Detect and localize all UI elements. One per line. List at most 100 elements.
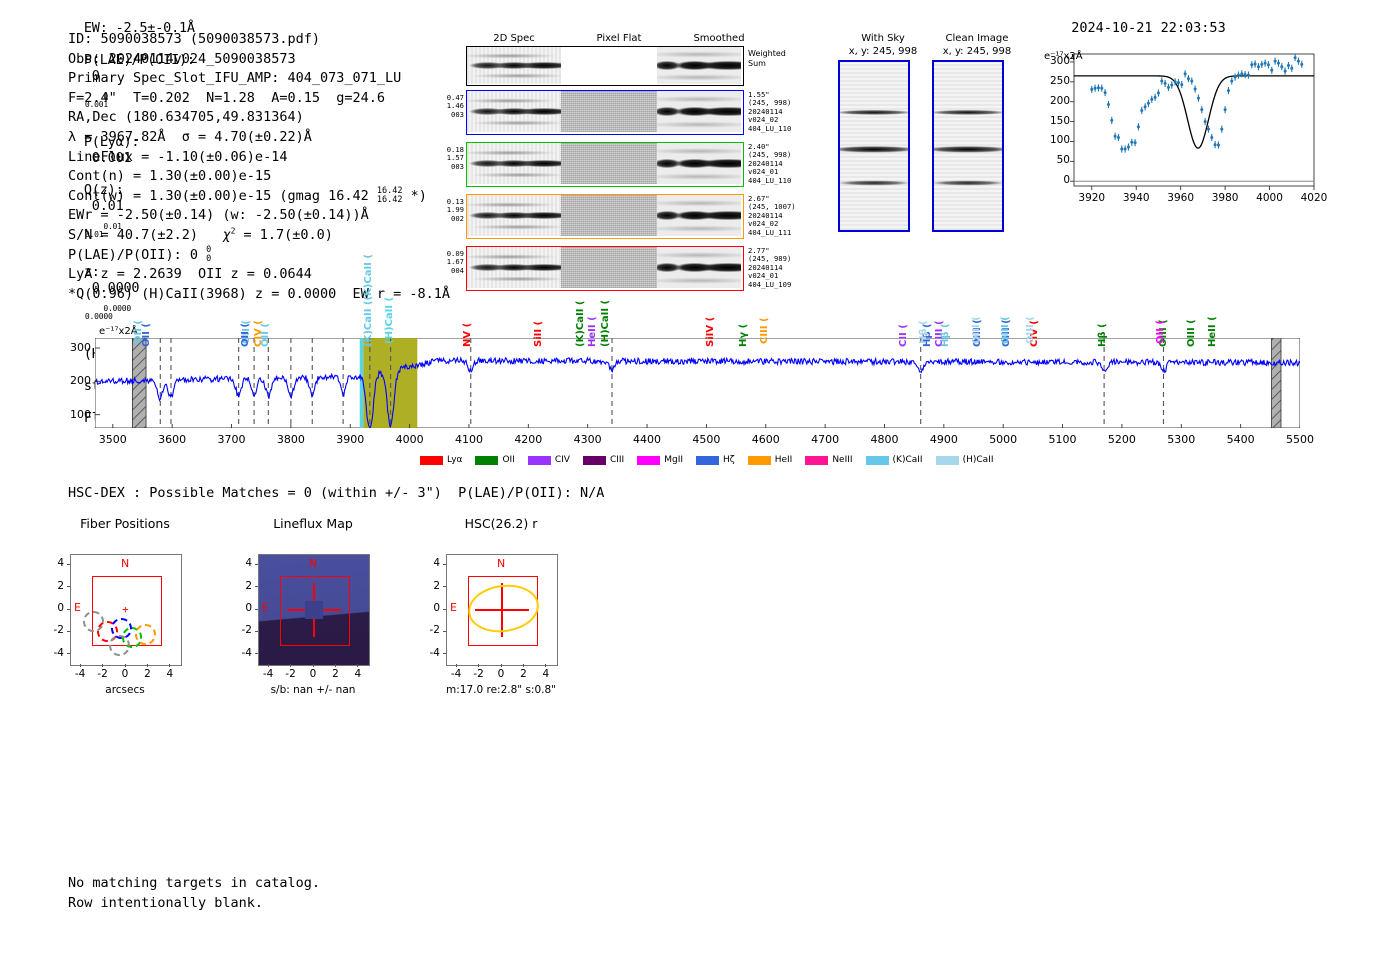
bottom-panel-ytick: [443, 630, 446, 632]
full-spectrum-svg: [94, 337, 1301, 429]
line-fit-annotation: e⁻¹⁷x2Å: [1044, 51, 1083, 62]
fiber-row-left-label: 0.13 1.99 002: [446, 197, 464, 223]
bottom-panel-xticklabel: -4: [450, 668, 462, 680]
spectrum-line-label: OII (: [1155, 320, 1167, 344]
east-label: E: [74, 601, 81, 614]
header-plae-poii-bounds: 0 0.001: [84, 91, 108, 109]
info-redshifts: LyA z = 2.2639 OII z = 0.0644: [68, 266, 312, 283]
bottom-panel-xticklabel: -4: [262, 668, 274, 680]
spectrum-line-label: OII (: [260, 323, 272, 347]
legend-label: (H)CaII: [962, 455, 994, 465]
spectrum-line-label: SiIV (: [705, 316, 717, 347]
spectrum-xtick: 3800: [276, 433, 305, 446]
info-quality: *Q(0.96) (H)CaII(3968) z = 0.0000 EW r =…: [68, 285, 451, 302]
bottom-panel-yticklabel: -4: [53, 646, 64, 659]
bottom-panel-axes: N E +: [70, 554, 182, 666]
line-fit-xtick: 3960: [1167, 192, 1195, 204]
spectrum-ytick: 300: [70, 341, 91, 354]
bottom-panel-ytick: [255, 608, 258, 610]
header-plae-poii-label: P(LAE)/P(OII):: [83, 52, 195, 68]
bottom-panel-yticklabel: 0: [57, 602, 64, 614]
bottom-panel-ytick: [255, 563, 258, 565]
bottom-panel-ytick: [255, 630, 258, 632]
spectrum-line-label: HeII (: [586, 316, 598, 347]
spec2d-fiber-row: [466, 90, 744, 135]
legend-label: (K)CaII: [892, 455, 923, 465]
north-label: N: [497, 557, 506, 570]
bottom-panel-ytick: [255, 653, 258, 655]
spec2d-fiber-row: [466, 142, 744, 187]
line-fit-xtick: 4020: [1300, 192, 1328, 204]
bottom-panel-yticklabel: 4: [245, 557, 252, 570]
spectrum-line-label: Hβ (: [917, 320, 929, 344]
hscdex-header: HSC-DEX : Possible Matches = 0 (within +…: [68, 485, 605, 501]
header-timestamp: 2024-10-21 22:03:53: [1071, 20, 1226, 36]
fiber-row-right-label: 2.77" (245, 989) 20240114 v024_01 404_LU…: [748, 246, 792, 289]
line-fit-ytick: 150: [1049, 114, 1070, 127]
line-fit-ytick: 300: [1049, 54, 1070, 67]
legend-swatch: [527, 455, 551, 465]
spectrum-legend: Lyα OII CIV CIII MgII Hζ HeII NeIII (K)CaII (H)Ca…: [420, 455, 994, 465]
bottom-panel-xtick: [146, 664, 148, 667]
bottom-panel-xticklabel: 4: [354, 668, 362, 680]
info-snr-chi2: S/N = 40.7(±2.2) χ2 = 1.7(±0.0): [68, 226, 333, 243]
line-fit-ytick: 0: [1063, 174, 1070, 187]
spectrum-ytick: 100: [70, 407, 91, 421]
bottom-panel-yticklabel: -2: [53, 624, 64, 637]
north-label: N: [121, 557, 130, 570]
spectrum-ytick: 200: [70, 374, 91, 388]
weighted-sum-smoothed-image: [657, 47, 741, 84]
legend-item: MgII: [637, 455, 683, 465]
fiber-row-left-label: 0.47 1.46 003: [446, 93, 464, 119]
fiber-row-smoothed-image: [657, 143, 741, 185]
weighted-sum-pixelflat-image: [561, 47, 657, 84]
spectrum-xtick: 4100: [454, 433, 483, 446]
legend-label: OII: [502, 455, 515, 465]
crosshair-horizontal: [475, 609, 529, 611]
bottom-panel-xticklabel: 2: [332, 668, 339, 680]
line-fit-svg: [1070, 53, 1315, 190]
header-plae-poii-value: 0: [91, 68, 100, 84]
north-label: N: [309, 557, 318, 570]
bottom-panel-ytick: [67, 608, 70, 610]
cutout-subtitle: x, y: 245, 998: [942, 46, 1012, 57]
spectrum-xtick: 5400: [1226, 433, 1255, 446]
spectrum-line-label: OII (: [239, 323, 251, 347]
spectrum-line-label: OIII (: [999, 316, 1011, 344]
legend-label: CIII: [609, 455, 625, 465]
line-fit-chart: e⁻¹⁷x2Å: [1038, 48, 1320, 216]
footer-line-2: Row intentionally blank.: [68, 894, 264, 911]
bottom-panel-yticklabel: 2: [245, 579, 252, 592]
info-cont-n: Cont(n) = 1.30(±0.00)e-15: [68, 168, 272, 185]
spectrum-line-label: OIII (: [971, 316, 983, 344]
legend-swatch: [935, 455, 959, 465]
header-qz-bounds: 0.01 0.01: [84, 221, 122, 239]
bottom-panel-yticklabel: 0: [433, 602, 440, 614]
spec2d-weighted-sum-row: [466, 46, 744, 86]
spectrum-line-label: (K)CaII (: [574, 300, 586, 347]
header-z-label: z:: [83, 264, 100, 280]
cutout-image: [932, 60, 1004, 232]
bottom-panel-xticklabel: 0: [309, 668, 317, 680]
bottom-panel-xlabel: m:17.0 re:2.8" s:0.8": [446, 684, 556, 696]
spectrum-line-label: CIII (: [758, 317, 770, 344]
bottom-panel-xticklabel: 4: [542, 668, 550, 680]
fiber-row-left-label: 0.18 1.57 003: [446, 145, 464, 171]
header-qz-value: 0.01: [91, 198, 124, 214]
info-obs: Obs: 20240114v024_5090038573: [68, 50, 296, 67]
bottom-panel-xticklabel: -2: [473, 668, 484, 680]
fiber-row-smoothed-image: [657, 195, 741, 237]
spec2d-fiber-row: [466, 246, 744, 291]
bottom-panel-xtick: [290, 664, 292, 667]
info-gmag-bounds: 16.42 16.42: [376, 185, 403, 205]
legend-swatch: [582, 455, 606, 465]
cutout-subtitle: x, y: 245, 998: [848, 46, 918, 57]
fiber-row-2dspec-image: [467, 143, 561, 185]
fiber-row-pixelflat-image: [561, 195, 657, 237]
crosshair-center-gap: [305, 601, 323, 619]
red-aperture-box: [468, 576, 538, 646]
bottom-panel-ytick: [67, 563, 70, 565]
spectrum-line-label: CII (: [898, 324, 910, 347]
